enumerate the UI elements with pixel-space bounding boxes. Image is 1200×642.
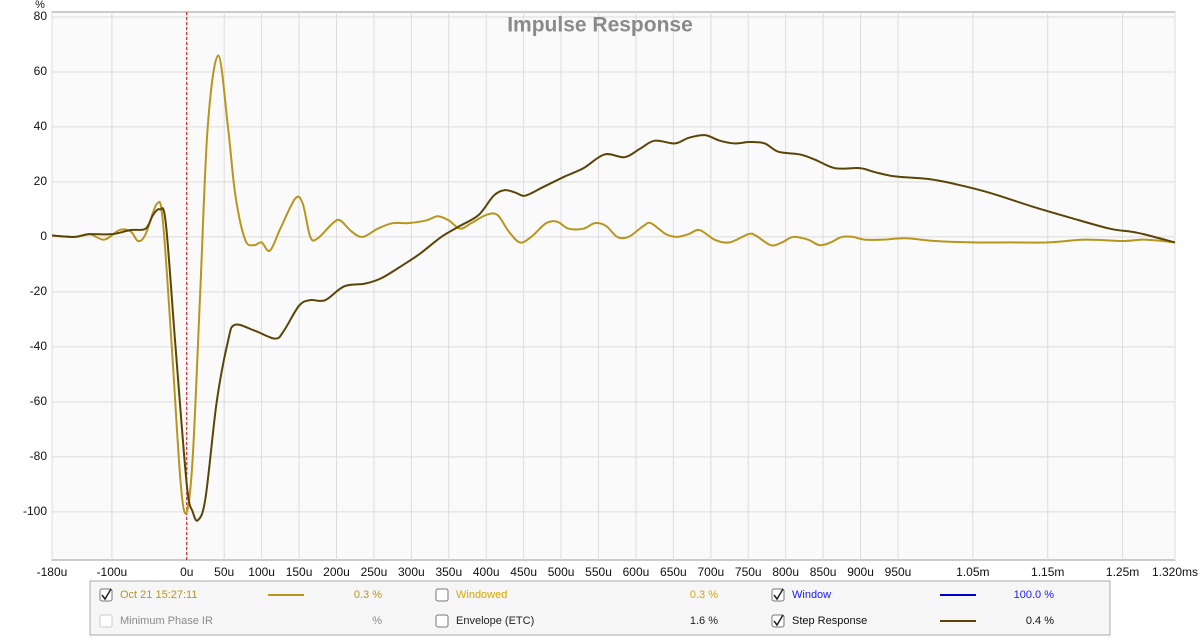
- x-tick-label: 600u: [623, 565, 650, 579]
- x-tick-label: 1.25m: [1106, 565, 1139, 579]
- x-tick-label: 1.320ms: [1152, 565, 1198, 579]
- y-axis-label: %: [35, 0, 45, 11]
- legend-label: Step Response: [792, 615, 867, 627]
- x-tick-label: 50u: [214, 565, 234, 579]
- legend-value: 1.6 %: [690, 615, 718, 627]
- checkmark: [101, 588, 112, 601]
- y-tick-label: 0: [40, 229, 47, 243]
- y-tick-label: -60: [30, 394, 48, 408]
- x-tick-label: 650u: [660, 565, 687, 579]
- legend-label: Minimum Phase IR: [120, 615, 213, 627]
- x-tick-label: 1.05m: [956, 565, 989, 579]
- y-tick-label: -100: [23, 504, 47, 518]
- x-tick-label: 450u: [510, 565, 537, 579]
- checkmark: [773, 614, 784, 627]
- x-tick-label: 500u: [548, 565, 575, 579]
- series-line: [51, 134, 1176, 522]
- y-tick-label: -80: [30, 449, 48, 463]
- legend-label: Windowed: [456, 589, 507, 601]
- legend-checkbox[interactable]: [435, 614, 449, 628]
- legend-value: 0.3 %: [690, 589, 718, 601]
- x-tick-label: 750u: [735, 565, 762, 579]
- plot-area: [51, 11, 1176, 561]
- x-tick-label: 800u: [772, 565, 799, 579]
- legend-value: 0.3 %: [354, 589, 382, 601]
- x-tick-label: 150u: [286, 565, 313, 579]
- x-tick-label: 0u: [180, 565, 193, 579]
- y-tick-label: -40: [30, 339, 48, 353]
- x-tick-label: 950u: [885, 565, 912, 579]
- chart-title: Impulse Response: [507, 14, 693, 37]
- x-tick-label: 200u: [323, 565, 350, 579]
- legend-panel: [89, 580, 1111, 636]
- x-tick-label: 250u: [361, 565, 388, 579]
- y-tick-label: 40: [34, 119, 48, 133]
- y-tick-label: -20: [30, 284, 48, 298]
- y-tick-label: 80: [34, 9, 48, 23]
- x-tick-label: 700u: [697, 565, 724, 579]
- legend-value: %: [372, 615, 382, 627]
- legend-value: 100.0 %: [1014, 589, 1055, 601]
- x-tick-label: 400u: [473, 565, 500, 579]
- legend-checkbox[interactable]: [435, 588, 449, 602]
- legend-label: Envelope (ETC): [456, 615, 534, 627]
- labels: 80 60 40 20 0 -20 -40 -60 -80 -100 -180u -100u 0u 50u…: [23, 9, 1198, 628]
- grid: [51, 12, 1176, 560]
- x-tick-label: 350u: [435, 565, 462, 579]
- x-tick-label: 300u: [398, 565, 425, 579]
- x-tick-label: 1.15m: [1031, 565, 1064, 579]
- legend-value: 0.4 %: [1026, 615, 1054, 627]
- x-tick-label: 850u: [810, 565, 837, 579]
- legend-checkbox: [99, 614, 113, 628]
- x-tick-label: 900u: [847, 565, 874, 579]
- legend-label: Window: [792, 589, 831, 601]
- legend-label: Oct 21 15:27:11: [120, 589, 197, 601]
- x-tick-label: -100u: [97, 565, 128, 579]
- x-tick-label: -180u: [37, 565, 68, 579]
- series-line: [51, 54, 1176, 515]
- y-tick-label: 60: [34, 64, 48, 78]
- x-tick-label: 100u: [248, 565, 275, 579]
- checkmark: [773, 588, 784, 601]
- x-tick-label: 550u: [585, 565, 612, 579]
- lines: [51, 12, 1176, 560]
- y-tick-label: 20: [34, 174, 48, 188]
